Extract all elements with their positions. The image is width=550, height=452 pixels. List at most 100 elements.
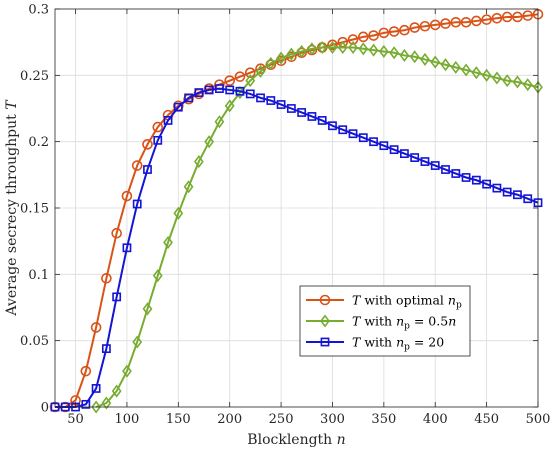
- diamond-marker: [348, 40, 358, 55]
- diamond-marker: [214, 115, 225, 129]
- diamond-marker: [317, 40, 328, 55]
- y-axis-label: Average secrecy throughput T: [4, 99, 20, 317]
- legend-label: T with np = 20: [352, 335, 444, 353]
- square-marker: [307, 112, 317, 121]
- square-marker: [122, 243, 132, 253]
- series-line: [95, 46, 539, 408]
- diamond-marker: [399, 48, 410, 62]
- diamond-marker: [450, 60, 461, 74]
- circle-marker: [429, 19, 441, 31]
- square-marker: [143, 165, 152, 174]
- diamond-marker: [481, 68, 492, 82]
- x-tick-label: 200: [217, 412, 242, 427]
- circle-marker: [450, 16, 462, 28]
- square-marker: [358, 133, 368, 143]
- square-marker: [153, 135, 163, 145]
- series-line: [55, 13, 539, 408]
- legend-entry: T with optimal np: [306, 293, 462, 311]
- square-marker: [81, 399, 91, 409]
- diamond-marker: [265, 56, 276, 70]
- diamond-marker: [255, 64, 266, 78]
- x-tick-label: 50: [67, 412, 84, 427]
- legend-entry: T with np = 0.5n: [306, 314, 456, 332]
- series-3: [50, 84, 543, 412]
- diamond-marker: [320, 314, 330, 328]
- square-marker: [245, 89, 255, 99]
- square-marker: [379, 141, 389, 151]
- circle-marker: [491, 12, 503, 24]
- diamond-marker: [307, 42, 317, 56]
- square-marker: [132, 199, 142, 209]
- circle-marker: [80, 365, 92, 377]
- circle-marker: [522, 10, 534, 21]
- y-tick-label: 0.1: [28, 268, 49, 283]
- square-marker: [482, 179, 492, 189]
- circle-marker: [121, 190, 133, 202]
- square-marker: [420, 157, 430, 166]
- square-marker: [286, 104, 296, 113]
- diamond-marker: [491, 71, 502, 85]
- circle-marker: [501, 11, 513, 23]
- square-marker: [91, 384, 101, 393]
- diamond-marker: [163, 235, 173, 250]
- circle-marker: [327, 39, 338, 51]
- square-marker: [163, 116, 173, 125]
- diamond-marker: [204, 135, 215, 149]
- circle-marker: [471, 15, 482, 27]
- y-tick-label: 0.05: [20, 334, 49, 349]
- square-marker: [320, 337, 330, 347]
- square-marker: [276, 100, 286, 109]
- diamond-marker: [276, 51, 286, 65]
- square-marker: [369, 137, 378, 147]
- square-marker: [297, 108, 307, 117]
- square-marker: [338, 125, 348, 135]
- diamond-marker: [286, 47, 297, 61]
- diamond-marker: [327, 40, 338, 55]
- diamond-marker: [111, 384, 122, 398]
- circle-marker: [481, 14, 492, 25]
- series-line: [55, 87, 539, 408]
- diamond-marker: [461, 63, 471, 77]
- y-tick-label: 0.25: [20, 69, 49, 84]
- square-marker: [101, 344, 111, 354]
- square-marker: [235, 86, 245, 96]
- square-marker: [225, 85, 235, 95]
- circle-marker: [90, 322, 102, 333]
- series-2: [91, 40, 543, 414]
- square-marker: [266, 96, 276, 105]
- diamond-marker: [358, 42, 369, 56]
- square-marker: [471, 175, 481, 185]
- circle-marker: [131, 160, 143, 171]
- circle-marker: [378, 27, 390, 39]
- tick-labels: 50 100 150 200 250 300 350 400 450 500 0 0.05 0.1 0.1…: [20, 3, 550, 428]
- circle-marker: [347, 34, 359, 45]
- diamond-marker: [101, 396, 112, 410]
- legend-label: T with optimal np: [352, 293, 462, 311]
- diamond-marker: [409, 50, 420, 64]
- circle-marker: [460, 16, 472, 28]
- diamond-marker: [296, 44, 307, 58]
- circle-marker: [357, 31, 369, 43]
- circle-marker: [409, 22, 420, 33]
- diamond-marker: [142, 302, 153, 316]
- square-marker: [430, 161, 440, 170]
- legend-label: T with np = 0.5n: [352, 314, 456, 332]
- square-marker: [502, 187, 512, 197]
- diamond-marker: [502, 74, 513, 88]
- x-tick-label: 100: [115, 412, 140, 427]
- circle-marker: [512, 11, 523, 23]
- square-marker: [215, 84, 224, 93]
- circle-marker: [101, 273, 112, 284]
- square-marker: [410, 153, 420, 162]
- square-marker: [441, 165, 450, 174]
- x-tick-label: 450: [474, 412, 499, 427]
- y-tick-label: 0.3: [28, 3, 49, 18]
- diamond-marker: [173, 206, 184, 220]
- square-marker: [328, 121, 337, 131]
- legend-entry: T with np = 20: [306, 335, 444, 353]
- circle-marker: [388, 26, 400, 37]
- circle-marker: [152, 121, 164, 133]
- diamond-marker: [152, 269, 163, 283]
- diamond-marker: [471, 66, 482, 80]
- diamond-marker: [389, 46, 400, 60]
